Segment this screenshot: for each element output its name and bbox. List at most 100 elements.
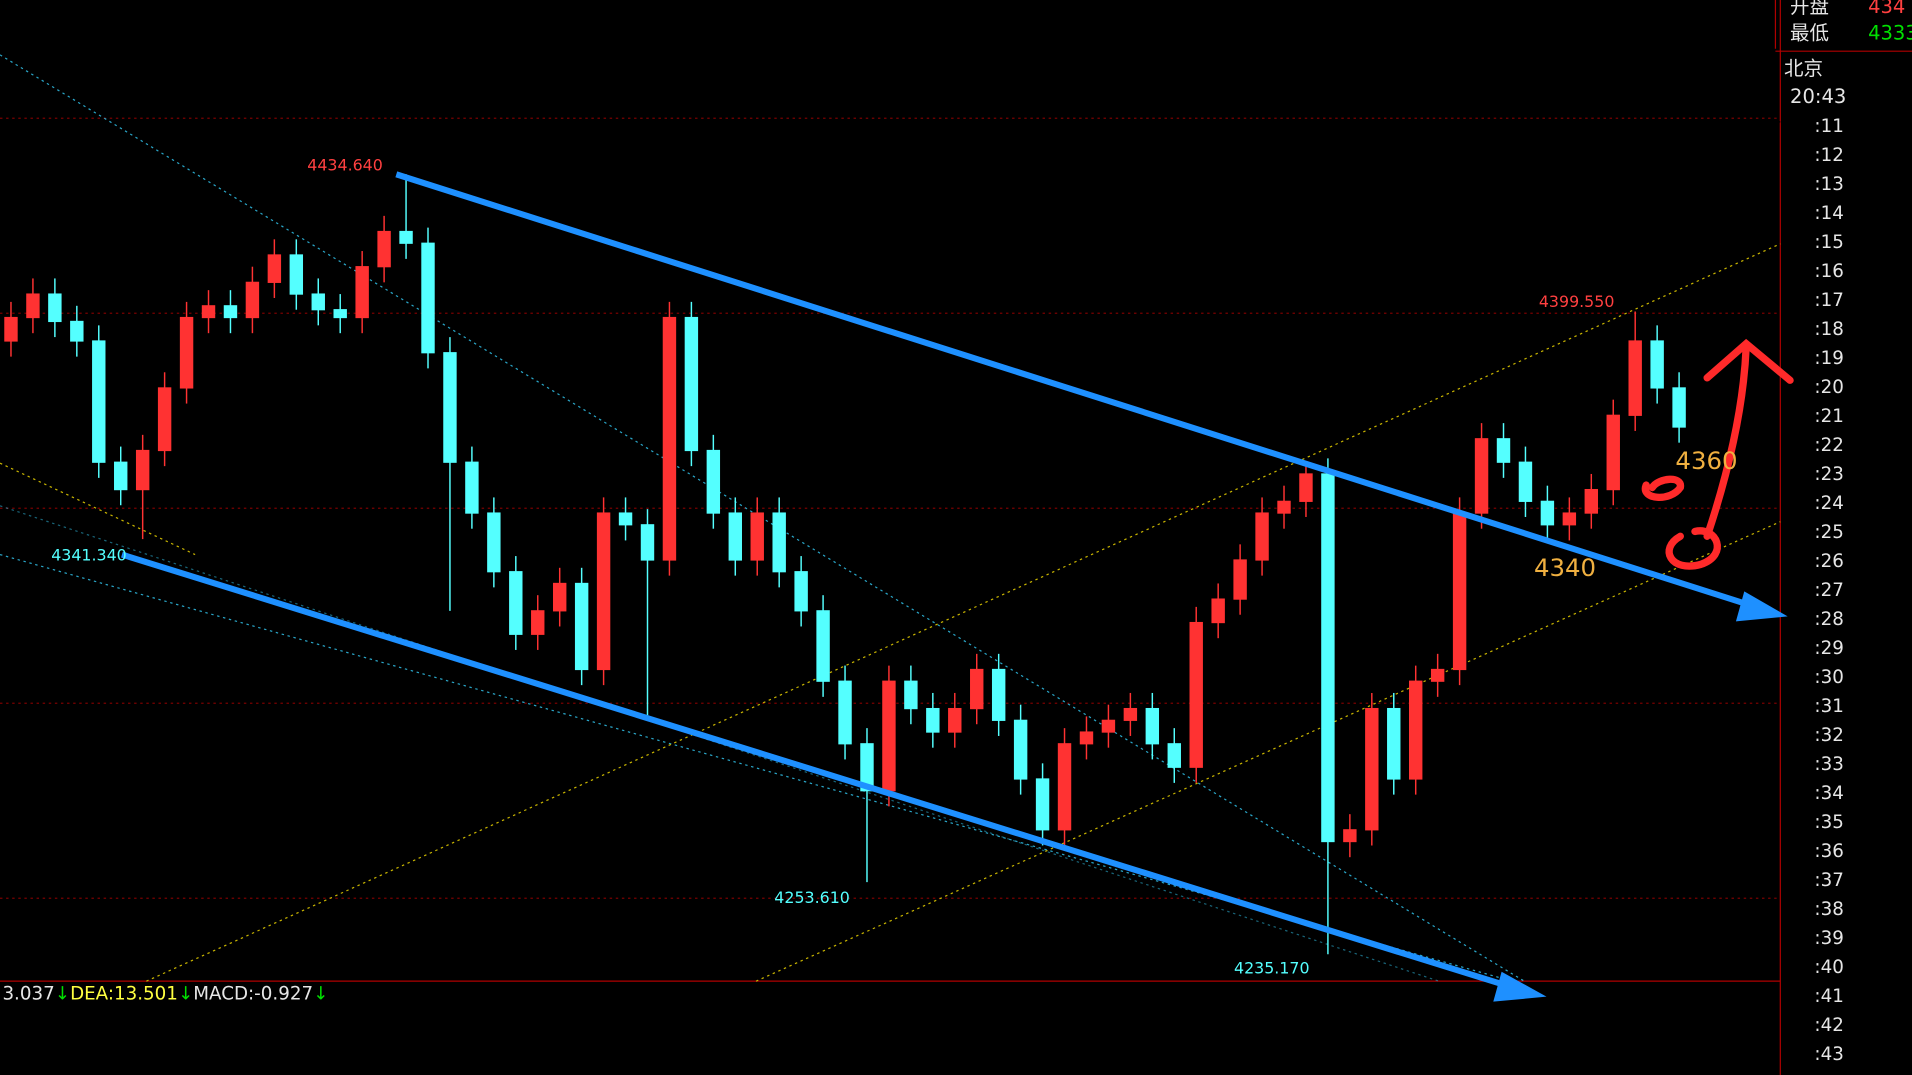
candle-body bbox=[289, 254, 304, 295]
dotted-channel bbox=[755, 521, 1781, 982]
candle-body bbox=[1277, 500, 1291, 514]
minute-label: :25 bbox=[1814, 522, 1843, 543]
minute-label: :36 bbox=[1814, 841, 1843, 862]
candle-body bbox=[1584, 488, 1599, 514]
candle-body bbox=[179, 316, 194, 389]
arrow-head bbox=[1493, 971, 1547, 1002]
candle-body bbox=[1013, 719, 1028, 780]
minute-label: :40 bbox=[1814, 957, 1843, 978]
low-value: 4333 bbox=[1868, 22, 1912, 45]
arrow: ↓ bbox=[178, 984, 193, 1005]
minute-label: :11 bbox=[1814, 116, 1843, 137]
candle-body bbox=[1562, 512, 1577, 526]
city: 北京 bbox=[1784, 57, 1823, 80]
candle-body bbox=[531, 610, 545, 635]
minute-label: :16 bbox=[1814, 261, 1843, 282]
candle-body bbox=[1233, 559, 1247, 600]
minute-label: :15 bbox=[1814, 232, 1843, 253]
candle-body bbox=[135, 449, 150, 491]
minute-label: :23 bbox=[1814, 464, 1843, 485]
arrow-head bbox=[1735, 591, 1788, 622]
high-label: 4399.550 bbox=[1539, 292, 1615, 311]
candle-body bbox=[794, 571, 808, 612]
minute-label: :24 bbox=[1814, 493, 1843, 514]
candle-body bbox=[552, 582, 567, 612]
candle-body bbox=[1474, 438, 1489, 514]
macd-value: MACD:-0.927 bbox=[193, 984, 313, 1005]
candle-body bbox=[838, 680, 852, 745]
arrow: ↓ bbox=[55, 984, 70, 1005]
candle-body bbox=[1650, 340, 1664, 389]
candle-body bbox=[48, 293, 62, 323]
note-label: 4360 bbox=[1675, 446, 1737, 475]
minute-label: :26 bbox=[1814, 551, 1843, 572]
dotted-channel bbox=[146, 243, 1781, 982]
candle-body bbox=[399, 230, 413, 244]
minute-label: :42 bbox=[1814, 1015, 1843, 1036]
candle-body bbox=[311, 293, 325, 311]
candle-body bbox=[26, 293, 40, 319]
candle-body bbox=[114, 461, 128, 491]
candle-body bbox=[1321, 473, 1335, 843]
dif-value: 3.037 bbox=[2, 984, 54, 1005]
blue-arrows bbox=[121, 171, 1788, 1002]
sketch-arrow bbox=[1703, 338, 1794, 384]
candle-body bbox=[1430, 668, 1445, 682]
candle-body bbox=[926, 707, 940, 733]
candle-body bbox=[1145, 707, 1160, 745]
sketch-arrow bbox=[1703, 343, 1750, 540]
minute-label: :13 bbox=[1814, 174, 1843, 195]
candle-body bbox=[948, 707, 962, 733]
candle-body bbox=[728, 512, 742, 561]
candle-body bbox=[640, 524, 655, 561]
candle-body bbox=[772, 512, 786, 573]
candle-body bbox=[1672, 387, 1686, 428]
candle-body bbox=[1123, 707, 1138, 721]
candle-body bbox=[1387, 707, 1401, 780]
low-label: 4253.610 bbox=[774, 888, 850, 907]
minute-label: :17 bbox=[1814, 290, 1843, 311]
candle-body bbox=[421, 242, 435, 354]
open-label: 开盘 bbox=[1790, 0, 1829, 18]
candle-body bbox=[377, 230, 391, 268]
low-label: 最低 bbox=[1790, 22, 1829, 45]
candle-body bbox=[1409, 680, 1423, 780]
dea-value: DEA:13.501 bbox=[70, 984, 178, 1005]
candle-body bbox=[816, 610, 830, 682]
low-label: 4235.170 bbox=[1234, 958, 1310, 977]
candle-body bbox=[662, 316, 677, 561]
minute-label: :32 bbox=[1814, 725, 1843, 746]
candle-body bbox=[443, 352, 457, 463]
minute-label: :21 bbox=[1814, 406, 1843, 427]
candle-body bbox=[355, 266, 369, 319]
minute-label: :38 bbox=[1814, 899, 1843, 920]
candle-body bbox=[1211, 598, 1225, 624]
arrow: ↓ bbox=[313, 984, 328, 1005]
candle-body bbox=[1496, 438, 1511, 463]
spacer bbox=[0, 121, 1781, 160]
minute-label: :18 bbox=[1814, 319, 1843, 340]
candle-body bbox=[618, 512, 633, 526]
red-sketch bbox=[1641, 338, 1794, 570]
candle-body bbox=[1299, 473, 1313, 502]
candle-body bbox=[465, 461, 479, 514]
candle-body bbox=[1167, 743, 1181, 768]
candle-body bbox=[1101, 719, 1116, 733]
candle-body bbox=[1255, 512, 1269, 561]
candle-body bbox=[4, 316, 18, 342]
candle-body bbox=[1035, 778, 1050, 831]
minute-label: :29 bbox=[1814, 638, 1843, 659]
high-label: 4434.640 bbox=[307, 155, 383, 174]
candle-body bbox=[1079, 731, 1094, 745]
candle-body bbox=[860, 743, 874, 792]
candle-body bbox=[92, 340, 106, 463]
candle-body bbox=[1189, 621, 1203, 768]
candle-body bbox=[157, 387, 172, 452]
candle-body bbox=[333, 309, 347, 319]
candle-body bbox=[245, 281, 260, 319]
minute-label: :14 bbox=[1814, 203, 1843, 224]
minute-label: :43 bbox=[1814, 1044, 1843, 1065]
minute-label: :34 bbox=[1814, 783, 1843, 804]
